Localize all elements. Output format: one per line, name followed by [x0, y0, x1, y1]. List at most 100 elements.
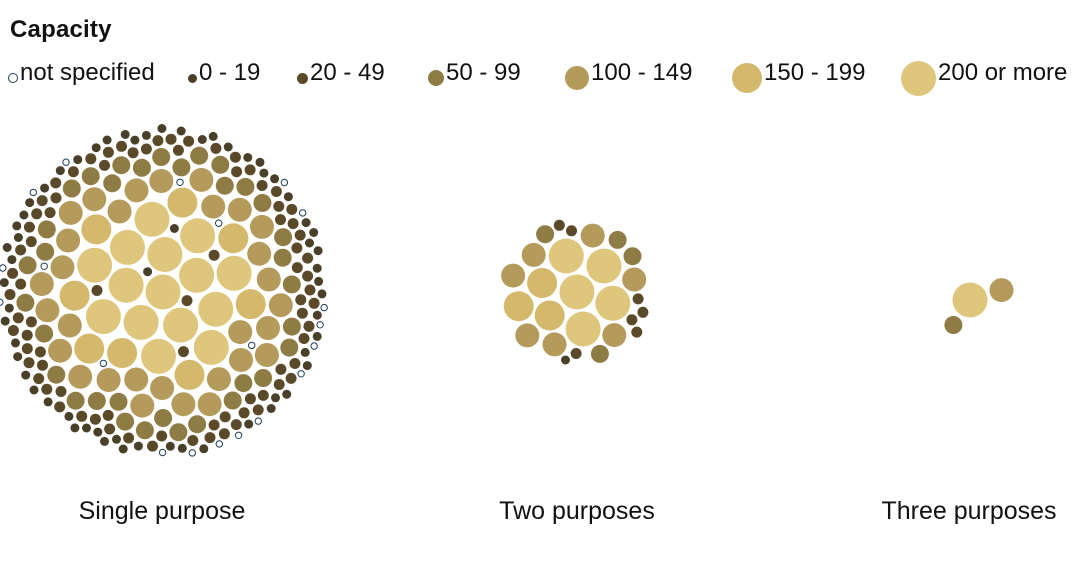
bubble-c200: [77, 247, 113, 283]
bubble-c150: [527, 268, 558, 298]
bubble-c20: [308, 297, 320, 309]
bubble-c50: [66, 391, 85, 410]
bubble-c0: [270, 174, 280, 184]
bubble-c200: [141, 338, 176, 374]
bubble-c50: [282, 317, 301, 336]
bubble-c0: [112, 434, 121, 444]
bubble-c0: [283, 192, 293, 202]
bubble-c20: [302, 252, 314, 264]
bubble-ns: [99, 359, 108, 368]
bubble-ns: [297, 370, 305, 378]
bubble-c0: [302, 361, 312, 371]
bubble-c0: [305, 238, 314, 248]
bubble-c100: [150, 376, 175, 400]
bubble-c0: [244, 419, 254, 429]
bubble-c100: [197, 392, 222, 417]
bubble-c20: [230, 419, 242, 431]
bubble-c20: [181, 295, 193, 307]
bubble-c150: [503, 291, 534, 322]
bubble-c20: [7, 267, 19, 279]
legend-label-ns: not specified: [20, 59, 155, 86]
bubble-c20: [304, 284, 316, 296]
group-label-two-purposes: Two purposes: [499, 497, 655, 525]
bubble-c20: [21, 329, 33, 341]
bubble-c0: [91, 143, 101, 153]
bubble-c20: [303, 320, 315, 332]
bubble-c20: [244, 164, 256, 176]
bubble-c20: [626, 314, 638, 326]
bubble-c100: [57, 313, 82, 338]
bubble-c200: [559, 274, 595, 310]
legend-label-c20: 20 - 49: [310, 59, 385, 86]
legend-swatch-c20: [297, 72, 308, 84]
bubble-c20: [4, 289, 16, 300]
bubble-c200: [110, 229, 145, 265]
legend-swatch-c100: [565, 66, 589, 90]
bubble-c0: [82, 423, 91, 433]
bubble-c100: [228, 320, 253, 345]
bubble-c50: [172, 158, 191, 177]
legend-label-c100: 100 - 149: [591, 59, 693, 86]
bubble-c200: [85, 299, 121, 335]
bubble-c200: [147, 237, 183, 272]
bubble-c100: [82, 187, 107, 212]
bubble-c100: [622, 267, 647, 292]
bubble-c150: [235, 289, 266, 320]
bubble-c0: [21, 370, 31, 380]
bubble-c0: [271, 393, 280, 403]
bubble-c20: [204, 432, 216, 444]
bubble-c20: [152, 135, 164, 147]
bubble-c200: [179, 257, 215, 293]
bubble-c0: [301, 218, 311, 228]
group-label-three-purposes: Three purposes: [881, 497, 1057, 525]
bubble-c0: [93, 427, 103, 437]
bubble-c50: [280, 338, 299, 357]
bubble-c20: [25, 316, 37, 328]
bubble-c20: [631, 326, 643, 338]
bubble-c0: [143, 267, 153, 277]
bubble-ns: [254, 417, 262, 425]
bubble-c20: [127, 147, 139, 159]
bubble-c50: [190, 146, 209, 165]
bubble-c20: [91, 285, 103, 296]
bubble-c150: [59, 280, 90, 311]
bubble-c0: [243, 153, 253, 162]
bubble-c0: [208, 131, 218, 141]
bubble-c50: [62, 179, 81, 198]
bubble-c0: [255, 157, 265, 167]
capacity-legend: not specified 0 - 19 20 - 49 50 - 99 100 - 1…: [8, 56, 1087, 96]
bubble-c20: [302, 270, 314, 282]
bubble-c0: [169, 224, 179, 233]
legend-swatch-ns: [8, 73, 18, 83]
bubble-c100: [268, 293, 293, 318]
bubble-c20: [187, 435, 199, 446]
legend-swatch-c50: [428, 70, 444, 86]
bubble-c100: [107, 199, 132, 224]
bubble-c200: [565, 311, 601, 347]
bubble-c0: [197, 135, 207, 144]
bubble-c20: [270, 186, 282, 197]
bubble-c0: [7, 255, 17, 265]
bubble-c20: [275, 363, 287, 375]
bubble-c100: [250, 214, 274, 239]
bubble-ns: [215, 440, 224, 448]
bubble-c50: [36, 242, 55, 261]
bubble-c20: [55, 386, 67, 397]
bubble-c0: [25, 198, 35, 208]
bubble-c50: [254, 369, 273, 387]
bubble-c0: [4, 303, 14, 313]
bubble-c150: [167, 187, 198, 218]
bubble-c0: [317, 289, 327, 299]
bubble-c0: [43, 397, 53, 407]
bubble-c100: [254, 343, 279, 367]
bubble-c100: [602, 323, 627, 348]
bubble-c100: [542, 332, 567, 357]
bubble-ns: [62, 158, 70, 166]
bubble-ns: [158, 448, 167, 457]
bubble-c50: [590, 344, 609, 363]
bubble-c50: [154, 409, 173, 427]
bubble-c20: [294, 229, 306, 241]
bubble-c100: [171, 392, 196, 417]
bubble-c50: [81, 167, 100, 186]
